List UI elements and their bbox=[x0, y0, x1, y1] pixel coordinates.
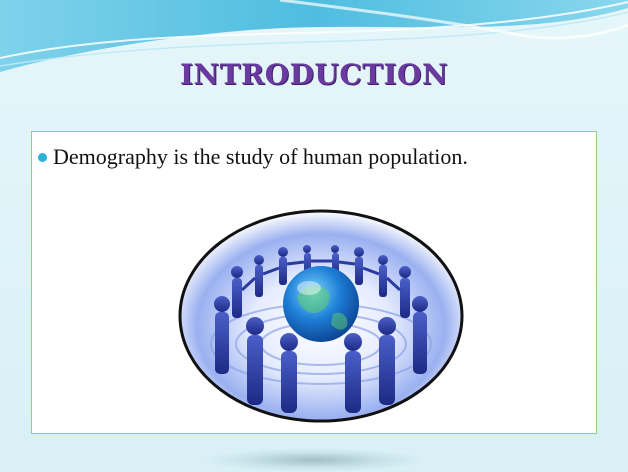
bullet-dot-icon bbox=[38, 152, 47, 162]
slide-title: INTRODUCTION bbox=[179, 58, 449, 91]
header-wave-decoration bbox=[0, 0, 628, 72]
bullet-text: Demography is the study of human populat… bbox=[53, 144, 468, 169]
content-box: Demography is the study of human populat… bbox=[31, 131, 597, 434]
people-around-globe-icon bbox=[178, 209, 464, 423]
bottom-shadow-decoration bbox=[204, 448, 424, 472]
bullet-item: Demography is the study of human populat… bbox=[38, 144, 468, 170]
